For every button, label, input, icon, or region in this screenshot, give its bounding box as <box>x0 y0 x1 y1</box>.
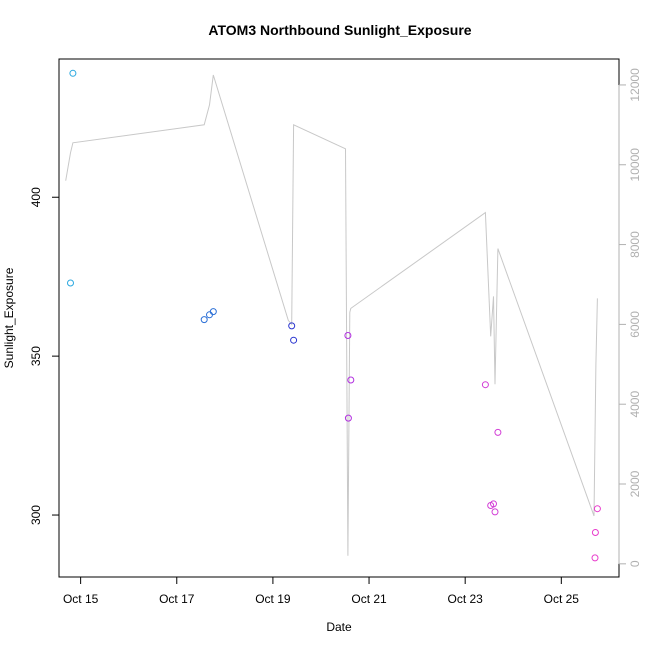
x-tick-label-5: Oct 25 <box>544 592 580 606</box>
y2-tick-label-1: 2000 <box>628 470 642 497</box>
data-point-17 <box>591 554 599 562</box>
data-point-3 <box>206 311 213 319</box>
x-tick-label-3: Oct 21 <box>351 592 387 606</box>
x-tick-label-1: Oct 17 <box>159 592 195 606</box>
data-point-7 <box>344 332 352 339</box>
data-point-10 <box>481 381 489 389</box>
data-point-8 <box>347 376 355 384</box>
secondary-series-line <box>65 74 598 556</box>
data-point-13 <box>490 500 497 508</box>
data-point-15 <box>593 505 601 513</box>
y-axis-left: 300 350 400 <box>29 187 60 525</box>
x-tick-label-0: Oct 15 <box>63 592 99 606</box>
data-point-5 <box>288 322 296 330</box>
y-axis-right: 0 2000 4000 6000 8000 10000 12000 <box>618 68 642 567</box>
data-point-6 <box>290 336 298 344</box>
y2-tick-label-2: 4000 <box>628 391 642 418</box>
x-tick-label-4: Oct 23 <box>448 592 484 606</box>
x-axis: Oct 15 Oct 17 Oct 19 Oct 21 Oct 23 Oct 25 <box>63 576 580 606</box>
data-point-2 <box>200 316 208 324</box>
plot-frame <box>58 58 620 578</box>
data-point-16 <box>591 529 599 536</box>
y2-tick-label-0: 0 <box>628 560 642 567</box>
x-axis-label: Date <box>326 620 352 634</box>
chart-title: ATOM3 Northbound Sunlight_Exposure <box>208 22 471 38</box>
points-group <box>67 69 601 562</box>
y-tick-label-0: 300 <box>29 505 43 525</box>
data-point-14 <box>491 508 499 516</box>
secondary-line-group <box>65 74 598 556</box>
y2-tick-label-5: 10000 <box>628 148 642 182</box>
data-point-0 <box>69 69 77 77</box>
y-axis-label: Sunlight_Exposure <box>2 267 16 368</box>
data-point-11 <box>494 428 502 436</box>
data-point-1 <box>67 279 74 287</box>
x-tick-label-2: Oct 19 <box>255 592 291 606</box>
y2-tick-label-6: 12000 <box>628 68 642 102</box>
y-tick-label-1: 350 <box>29 346 43 366</box>
data-point-9 <box>344 414 352 422</box>
data-point-4 <box>209 308 217 316</box>
y-tick-label-2: 400 <box>29 187 43 207</box>
y2-tick-label-4: 8000 <box>628 231 642 258</box>
y2-tick-label-3: 6000 <box>628 311 642 338</box>
